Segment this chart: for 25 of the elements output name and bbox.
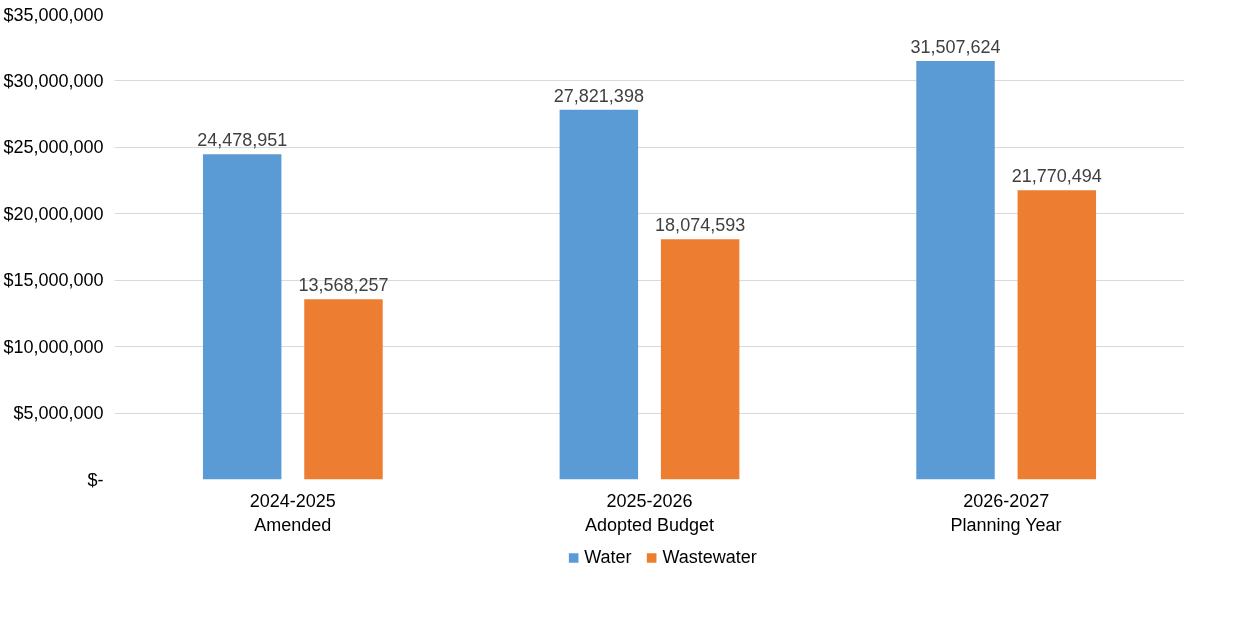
legend-label: Water	[584, 546, 632, 568]
bar	[202, 154, 282, 480]
data-label: 13,568,257	[298, 275, 389, 296]
y-tick-label: $10,000,000	[3, 336, 104, 357]
data-label: 18,074,593	[655, 215, 746, 236]
y-tick-label: $25,000,000	[3, 137, 104, 158]
bar	[916, 60, 995, 480]
y-tick-label: $35,000,000	[3, 4, 104, 25]
y-tick-label: $15,000,000	[3, 270, 104, 291]
x-tick-label: 2026-2027 Planning Year	[950, 490, 1062, 535]
x-tick-label: 2024-2025 Amended	[249, 490, 336, 535]
y-tick-label: $20,000,000	[3, 203, 104, 224]
bar	[304, 299, 383, 480]
bar	[559, 109, 639, 480]
y-tick-label: $5,000,000	[13, 403, 104, 424]
bar	[660, 239, 740, 480]
y-tick-label: $30,000,000	[3, 70, 104, 91]
data-label: 31,507,624	[910, 36, 1001, 57]
y-tick-label: $-	[87, 469, 104, 490]
data-label: 24,478,951	[197, 130, 288, 151]
x-tick-label: 2025-2026 Adopted Budget	[584, 490, 715, 535]
bar	[1017, 190, 1097, 480]
data-label: 21,770,494	[1011, 166, 1102, 187]
data-label: 27,821,398	[553, 85, 644, 106]
legend-label: Wastewater	[662, 546, 757, 568]
